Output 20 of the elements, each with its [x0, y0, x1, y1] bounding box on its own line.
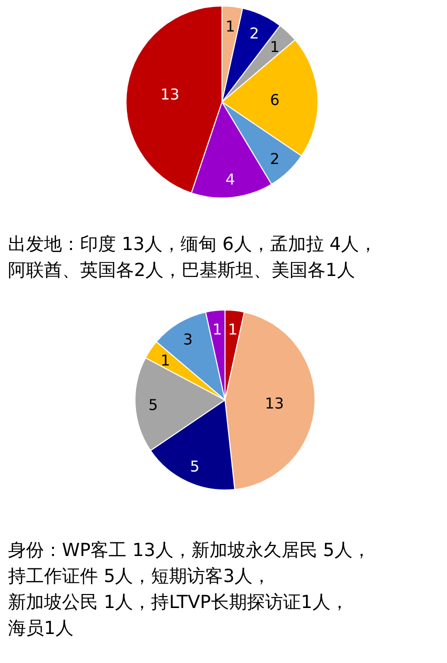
data-label: 5: [190, 457, 200, 476]
data-label: 2: [249, 24, 260, 42]
text: 阿联酋、英国各2人，巴基斯坦、美国各1人: [8, 260, 355, 281]
text: 新加坡公民 1人，持LTVP长期探访证1人，: [8, 592, 348, 613]
data-label: 6: [270, 91, 280, 110]
text: 身份：WP客工 13人，新加坡永久居民 5人，: [8, 540, 370, 561]
data-label: 13: [160, 85, 180, 104]
data-label: 3: [183, 330, 193, 348]
text: 持工作证件 5人，短期访客3人，: [8, 566, 271, 587]
data-label: 1: [270, 38, 280, 56]
data-label: 2: [270, 150, 280, 168]
data-label: 1: [160, 352, 170, 370]
data-label: 1: [212, 320, 222, 338]
data-label: 5: [148, 396, 158, 414]
data-label: 1: [228, 320, 238, 338]
data-label: 4: [226, 170, 236, 188]
text: 海员1人: [8, 618, 74, 639]
data-label: 13: [264, 394, 284, 413]
data-label: 1: [226, 18, 236, 36]
text: 出发地：印度 13人，缅甸 6人，孟加拉 4人，: [8, 234, 377, 255]
